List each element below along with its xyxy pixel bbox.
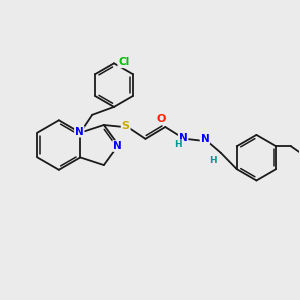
Text: N: N xyxy=(75,127,84,137)
Text: O: O xyxy=(157,114,166,124)
Text: H: H xyxy=(209,156,217,165)
Text: S: S xyxy=(122,121,130,131)
Text: Cl: Cl xyxy=(118,57,130,67)
Text: H: H xyxy=(174,140,182,149)
Text: N: N xyxy=(113,141,122,151)
Text: N: N xyxy=(200,134,209,144)
Text: N: N xyxy=(179,133,188,143)
